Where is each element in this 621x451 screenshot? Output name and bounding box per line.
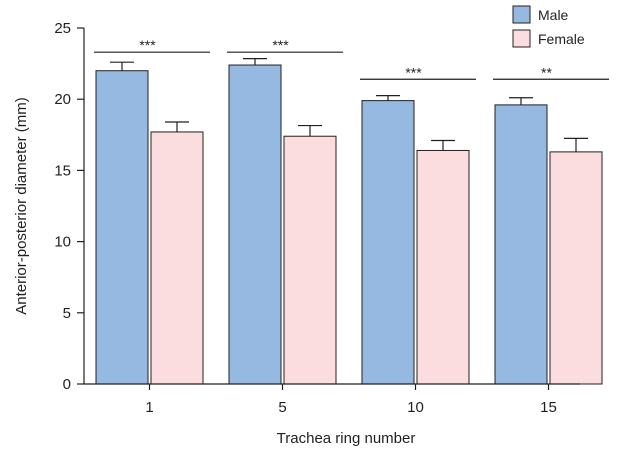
bar-male-10 <box>361 100 415 385</box>
y-tick-label: 25 <box>54 20 71 37</box>
legend-swatch-female <box>512 29 531 48</box>
bar-male-5 <box>228 64 282 385</box>
legend: Male Female <box>512 5 585 48</box>
x-tick-label: 10 <box>407 399 424 416</box>
y-tick-label: 10 <box>54 234 71 251</box>
y-tick-label: 5 <box>63 305 71 322</box>
bar-male-1 <box>95 70 149 385</box>
bar-female-1 <box>150 131 204 385</box>
legend-label-male: Male <box>538 7 569 23</box>
y-tick-label: 15 <box>54 162 71 179</box>
significance-label: *** <box>139 37 156 53</box>
y-tick-label: 0 <box>63 376 71 393</box>
x-tick-label: 1 <box>145 399 153 416</box>
bar-male-15 <box>494 104 548 385</box>
x-axis-title: Trachea ring number <box>277 430 416 447</box>
bar-female-5 <box>283 135 337 385</box>
legend-swatch-male <box>512 5 531 24</box>
y-tick-label: 20 <box>54 91 71 108</box>
y-axis-title: Anterior-posterior diameter (mm) <box>13 97 30 315</box>
bar-female-15 <box>549 151 603 385</box>
significance-label: ** <box>541 64 552 80</box>
significance-label: *** <box>405 64 422 80</box>
x-tick-label: 15 <box>540 399 557 416</box>
x-tick-label: 5 <box>278 399 286 416</box>
significance-label: *** <box>272 37 289 53</box>
bar-female-10 <box>416 149 470 385</box>
legend-label-female: Female <box>538 31 585 47</box>
plot-area: *** ****** ** <box>94 37 609 385</box>
